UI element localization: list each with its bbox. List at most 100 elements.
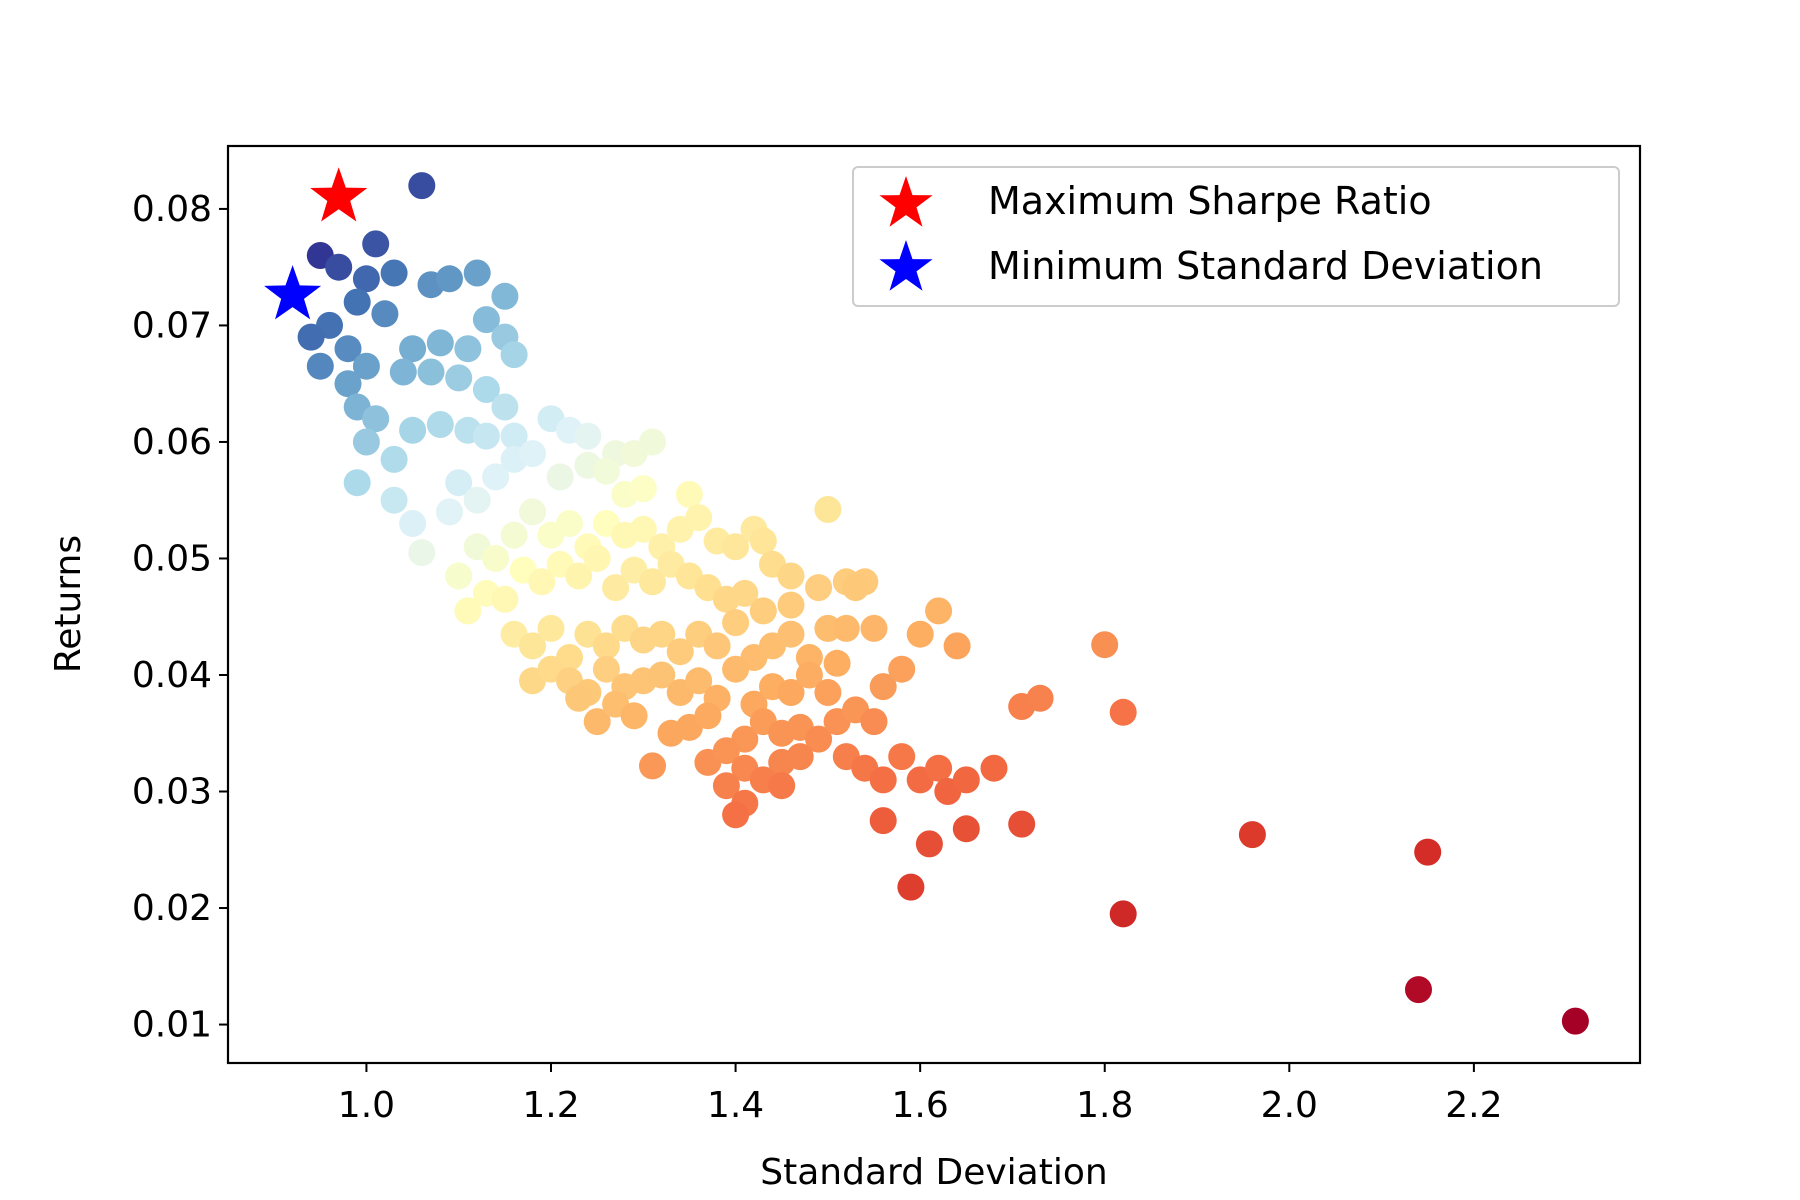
portfolio-point <box>685 504 713 532</box>
portfolio-point <box>334 370 362 398</box>
legend-star-blue <box>879 240 933 291</box>
portfolio-point <box>915 830 943 858</box>
portfolio-point <box>592 457 620 485</box>
portfolio-point <box>491 585 519 613</box>
portfolio-point <box>749 527 777 555</box>
portfolio-point <box>860 708 888 736</box>
portfolio-point <box>712 737 740 765</box>
portfolio-point <box>777 562 805 590</box>
y-axis-ticks: 0.01 0.02 0.03 0.04 0.05 0.06 0.07 0.08 <box>132 189 228 1046</box>
portfolio-point <box>463 259 491 287</box>
portfolio-point <box>491 393 519 421</box>
portfolio-point <box>463 486 491 514</box>
portfolio-point <box>823 649 851 677</box>
portfolio-point <box>1008 810 1036 838</box>
portfolio-point <box>1026 684 1054 712</box>
portfolio-point <box>620 702 648 730</box>
portfolio-point <box>805 725 833 753</box>
portfolio-point <box>952 815 980 843</box>
portfolio-point <box>722 609 750 637</box>
portfolio-point <box>694 702 722 730</box>
portfolio-point <box>399 510 427 537</box>
x-tick-label: 2.2 <box>1445 1085 1502 1126</box>
portfolio-point <box>629 475 657 503</box>
legend-label-min-std: Minimum Standard Deviation <box>988 244 1543 288</box>
portfolio-point <box>768 772 796 800</box>
x-tick-label: 1.8 <box>1076 1085 1133 1126</box>
portfolio-point <box>805 574 833 602</box>
portfolio-point <box>500 521 528 549</box>
portfolio-point <box>629 515 657 543</box>
portfolio-point <box>491 282 519 310</box>
portfolio-point <box>408 172 436 200</box>
portfolio-point <box>500 341 528 369</box>
legend-box <box>852 166 1620 307</box>
portfolio-point <box>399 335 427 363</box>
portfolio-point <box>639 428 666 456</box>
portfolio-point <box>574 422 602 450</box>
portfolio-point <box>869 766 897 794</box>
portfolio-point <box>472 306 500 334</box>
portfolio-point <box>1091 631 1119 659</box>
portfolio-point <box>703 632 731 660</box>
portfolio-point <box>306 352 334 380</box>
portfolio-point <box>583 708 611 736</box>
portfolio-point <box>777 620 805 648</box>
portfolio-point <box>731 579 759 607</box>
portfolio-point <box>722 801 750 829</box>
y-tick-label: 0.04 <box>132 655 212 696</box>
portfolio-point <box>556 510 583 537</box>
portfolio-point <box>399 416 427 444</box>
portfolio-point <box>1109 900 1137 928</box>
portfolio-point <box>685 667 713 695</box>
portfolio-point <box>675 480 703 508</box>
portfolio-point <box>860 614 888 642</box>
portfolio-point <box>666 638 694 666</box>
portfolio-point <box>343 288 371 316</box>
portfolio-point <box>343 469 371 497</box>
portfolio-point <box>980 754 1008 782</box>
portfolio-point <box>777 591 805 619</box>
portfolio-point <box>500 422 528 450</box>
x-tick-label: 1.2 <box>522 1085 579 1126</box>
portfolio-point <box>814 679 842 706</box>
portfolio-point <box>519 498 546 526</box>
portfolio-point <box>1561 1007 1589 1035</box>
portfolio-point <box>454 597 482 625</box>
portfolio-point <box>380 486 408 514</box>
portfolio-point <box>528 568 556 596</box>
y-tick-label: 0.03 <box>132 772 212 813</box>
portfolio-point <box>583 545 611 572</box>
legend-star-red <box>879 176 933 227</box>
portfolio-point <box>436 498 463 526</box>
portfolio-point <box>639 752 666 780</box>
portfolio-point <box>482 463 510 491</box>
portfolio-point <box>832 614 860 642</box>
portfolio-point <box>362 405 390 433</box>
portfolio-point <box>537 614 565 642</box>
portfolio-point <box>325 253 353 281</box>
y-tick-label: 0.05 <box>132 538 212 579</box>
portfolio-point <box>482 545 510 572</box>
portfolio-point <box>380 445 408 473</box>
star-marker <box>310 167 368 222</box>
portfolio-point <box>897 873 925 901</box>
y-tick-label: 0.07 <box>132 305 212 346</box>
y-tick-label: 0.02 <box>132 888 212 929</box>
portfolio-point <box>1414 838 1442 866</box>
portfolio-point <box>869 807 897 835</box>
portfolio-point <box>445 364 473 392</box>
portfolio-point <box>519 440 546 468</box>
portfolio-point <box>565 562 593 590</box>
portfolio-point <box>472 422 500 450</box>
portfolio-point <box>472 376 500 403</box>
portfolio-point <box>426 411 454 438</box>
portfolio-point <box>1109 698 1137 726</box>
portfolio-point <box>722 655 750 683</box>
portfolio-point <box>426 329 454 357</box>
portfolio-point <box>454 335 482 363</box>
portfolio-point <box>648 661 676 689</box>
portfolio-point <box>436 265 463 293</box>
portfolio-point <box>408 539 436 567</box>
portfolio-point <box>648 620 676 648</box>
